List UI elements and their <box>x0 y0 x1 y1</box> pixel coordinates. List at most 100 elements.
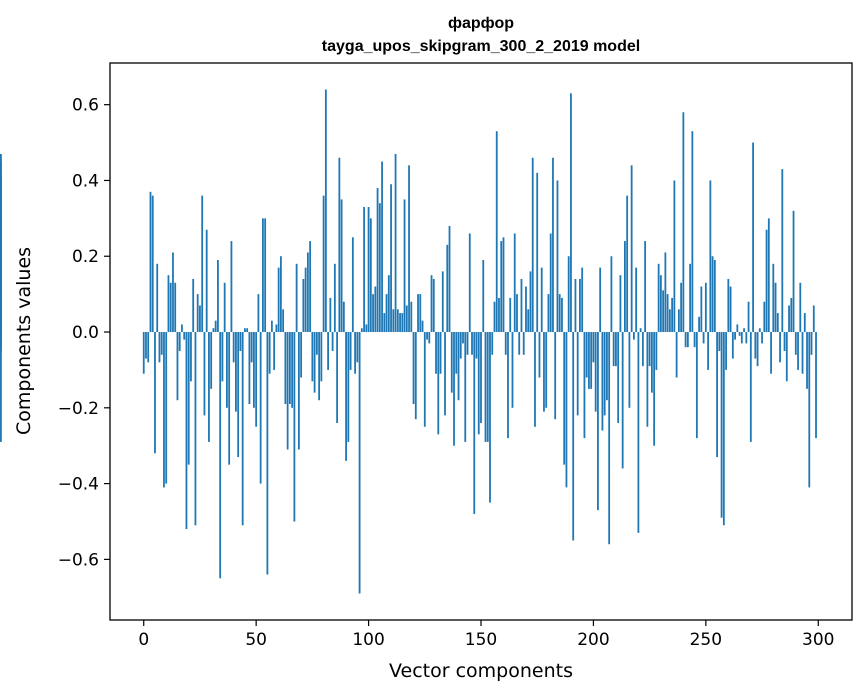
bar-268 <box>745 332 748 344</box>
bar-43 <box>239 332 242 351</box>
bar-179 <box>545 332 548 408</box>
bar-262 <box>731 332 734 359</box>
bars-group <box>0 89 817 594</box>
bar-90 <box>345 332 347 461</box>
bar-279 <box>770 332 772 374</box>
bar-105 <box>378 203 381 333</box>
bar-231 <box>662 290 665 333</box>
bar-209 <box>612 332 615 367</box>
bar-139 <box>455 332 458 374</box>
bar-52 <box>259 332 262 484</box>
bar-1 <box>145 332 147 359</box>
bar-54 <box>264 218 267 333</box>
bar-259 <box>725 332 727 370</box>
bar-103 <box>374 286 377 333</box>
bar-185 <box>558 294 561 333</box>
bar-194 <box>579 278 581 333</box>
bar-166 <box>516 294 518 333</box>
bar-114 <box>399 313 401 333</box>
bar-150 <box>480 332 482 423</box>
x-tick-label-50: 50 <box>245 630 267 650</box>
x-tick-label-300: 300 <box>802 630 834 650</box>
bar-undefined <box>0 161 2 333</box>
bar-33 <box>217 260 219 333</box>
bar-153 <box>486 332 489 442</box>
chart-subtitle: tayga_upos_skipgram_300_2_2019 model <box>322 38 640 55</box>
bar-47 <box>248 332 251 405</box>
bar-77 <box>315 332 318 355</box>
bar-25 <box>199 305 201 333</box>
bar-189 <box>567 256 570 333</box>
bar-44 <box>241 332 244 526</box>
bar-111 <box>392 309 395 333</box>
x-tick-label-150: 150 <box>465 630 497 650</box>
x-axis-label: Vector components <box>389 660 573 682</box>
bar-136 <box>448 225 451 333</box>
bar-81 <box>324 89 327 333</box>
bar-246 <box>695 332 698 439</box>
bar-184 <box>556 180 559 333</box>
bar-115 <box>401 313 404 333</box>
bar-169 <box>522 332 525 355</box>
bar-51 <box>257 294 260 333</box>
bar-229 <box>657 263 660 333</box>
bar-140 <box>457 332 460 401</box>
bar-112 <box>394 153 397 333</box>
bar-37 <box>226 332 228 408</box>
bar-17 <box>181 324 183 333</box>
bar-49 <box>253 332 255 408</box>
bar-297 <box>810 332 813 355</box>
bar-14 <box>174 282 177 333</box>
x-axis-ticks: 0 50 100 150 200 250 300 <box>138 620 834 650</box>
bar-218 <box>633 332 635 340</box>
bar-170 <box>525 286 527 333</box>
bar-168 <box>520 278 523 333</box>
bar-70 <box>300 332 303 378</box>
bar-9 <box>163 332 165 488</box>
bar-280 <box>772 263 775 333</box>
bar-275 <box>761 332 763 344</box>
bar-3 <box>149 191 152 333</box>
bar-21 <box>190 332 192 382</box>
y-tick-label-2: −0.2 <box>58 399 99 419</box>
bar-130 <box>435 332 437 374</box>
bar-277 <box>765 229 768 333</box>
bar-53 <box>262 218 264 333</box>
bar-204 <box>601 332 604 431</box>
bar-59 <box>275 324 278 333</box>
bar-226 <box>650 332 653 393</box>
bar-127 <box>428 332 431 344</box>
bar-42 <box>237 332 240 458</box>
bar-36 <box>223 282 226 333</box>
bar-206 <box>606 332 608 401</box>
bar-225 <box>648 332 651 367</box>
bar-38 <box>228 332 231 465</box>
bar-73 <box>306 252 309 333</box>
bar-118 <box>408 165 410 333</box>
bar-219 <box>635 267 638 333</box>
bar-26 <box>201 195 204 333</box>
bar-178 <box>543 332 545 412</box>
bar-187 <box>563 332 566 465</box>
bar-5 <box>154 332 156 454</box>
bar-207 <box>608 332 611 545</box>
bar-151 <box>482 260 485 333</box>
bar-190 <box>570 93 572 333</box>
bar-149 <box>477 332 480 435</box>
bar-16 <box>178 332 181 351</box>
bar-172 <box>529 271 532 333</box>
bar-41 <box>235 332 237 412</box>
bar-63 <box>284 332 287 405</box>
bar-97 <box>360 328 363 333</box>
bar-68 <box>295 263 298 333</box>
bar-157 <box>495 131 498 333</box>
bar-253 <box>711 256 714 333</box>
bar-121 <box>414 332 417 420</box>
bar-288 <box>790 297 793 333</box>
bar-82 <box>327 332 329 370</box>
bar-223 <box>644 241 647 333</box>
bar-293 <box>801 332 804 374</box>
bar-294 <box>803 313 806 333</box>
bar-132 <box>439 332 442 374</box>
bar-177 <box>540 267 543 333</box>
